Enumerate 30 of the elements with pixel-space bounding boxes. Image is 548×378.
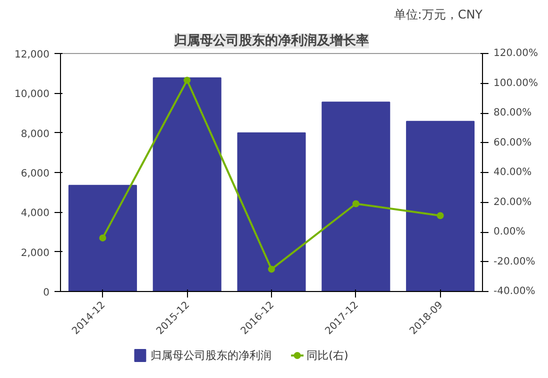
legend-label: 同比(右) xyxy=(306,349,348,362)
bar xyxy=(322,102,390,292)
bar xyxy=(152,77,222,292)
y2-tick-label: -20.00% xyxy=(494,256,536,268)
y-tick-label: 0 xyxy=(43,288,50,298)
y2-tick-label: 0.00% xyxy=(494,226,526,238)
text: 单位:万元，CNY xyxy=(394,8,484,22)
y2-tick-label: -40.00% xyxy=(494,286,536,297)
legend-label: 归属母公司股东的净利润 xyxy=(150,349,272,362)
bar xyxy=(68,184,137,292)
bar xyxy=(237,132,306,292)
y2-tick-label: 100.00% xyxy=(494,78,538,89)
y-tick-label: 10,000 xyxy=(14,89,50,100)
y-tick-label: 8,000 xyxy=(20,128,50,140)
bar xyxy=(406,120,475,292)
point xyxy=(436,212,444,220)
point xyxy=(268,266,275,273)
y2-tick-label: 120.00% xyxy=(494,48,538,59)
y2-tick-label: 80.00% xyxy=(494,108,532,118)
y-tick-label: 12,000 xyxy=(14,50,50,60)
chart-title: 归属母公司股东的净利润及增长率 xyxy=(173,32,369,48)
y2-tick-label: 40.00% xyxy=(494,167,532,178)
point xyxy=(99,234,106,242)
y-tick-label: 2,000 xyxy=(20,248,50,259)
point xyxy=(352,200,360,208)
y-tick-label: 6,000 xyxy=(20,168,50,180)
point xyxy=(184,76,191,84)
y2-tick-label: 20.00% xyxy=(494,196,532,208)
y2-tick-label: 60.00% xyxy=(494,137,532,148)
y-tick-label: 4,000 xyxy=(20,208,50,220)
